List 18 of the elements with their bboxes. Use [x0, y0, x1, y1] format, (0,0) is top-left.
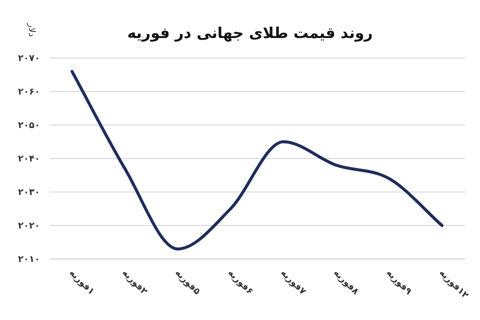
y-tick-label: ۲۰۲۰ [18, 222, 40, 232]
x-tick-label: ۱۲فوریه [436, 268, 470, 302]
y-tick-label: ۲۰۵۰ [18, 121, 40, 131]
x-tick-label: ۷فوریه [278, 268, 308, 298]
y-tick-label: ۲۰۶۰ [18, 88, 40, 98]
x-tick-label: ۲فوریه [120, 268, 150, 298]
y-tick-label: ۲۰۱۰ [18, 255, 40, 265]
chart-title: روند قیمت طلای جهانی در فوریه [127, 24, 373, 42]
x-tick-label: ۶فوریه [225, 268, 254, 298]
y-tick-label: ۲۰۳۰ [18, 188, 40, 198]
x-tick-label: ۹فوریه [384, 268, 414, 298]
y-tick-label: ۲۰۷۰ [18, 54, 40, 64]
x-tick-label: ۸فوریه [331, 268, 361, 298]
x-tick-label: ۱فوریه [66, 268, 96, 298]
line-series [70, 70, 444, 250]
y-tick-label: ۲۰۴۰ [18, 154, 40, 164]
x-tick-label: ۵فوریه [172, 268, 202, 298]
y-axis-title: دلار [26, 22, 36, 37]
